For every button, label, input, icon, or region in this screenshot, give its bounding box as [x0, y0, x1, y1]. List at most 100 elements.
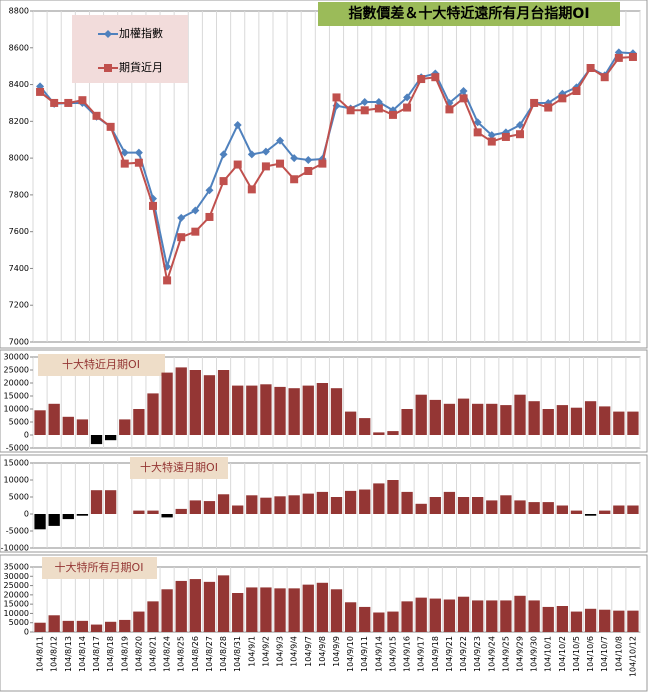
marker [191, 227, 200, 236]
marker [346, 106, 355, 115]
bar [48, 615, 60, 632]
x-tick-label: 104/9/4 [290, 636, 299, 667]
bar [570, 407, 583, 435]
marker [614, 53, 623, 62]
bar [599, 510, 611, 514]
bar [542, 606, 554, 632]
bar [599, 609, 611, 632]
bar [104, 435, 117, 441]
bar [34, 514, 46, 530]
bar [161, 589, 173, 632]
bar [246, 495, 258, 514]
y-tick-label: 20000 [4, 379, 29, 388]
marker [163, 276, 172, 285]
bar [584, 401, 597, 435]
bar [316, 582, 329, 632]
bar [161, 514, 173, 518]
marker [177, 233, 186, 242]
bar [302, 584, 314, 632]
marker [134, 158, 143, 167]
y-tick-label: 8600 [9, 43, 29, 52]
bar [387, 480, 399, 514]
x-tick-label: 104/9/10 [346, 636, 355, 672]
bar [90, 624, 103, 632]
marker [120, 159, 129, 168]
bar [429, 399, 441, 435]
y-tick-label: 15000 [4, 392, 29, 401]
bar [415, 597, 427, 632]
bar [260, 587, 272, 632]
x-tick-label: 104/8/13 [64, 636, 73, 672]
x-tick-label: 104/8/12 [50, 636, 59, 672]
x-tick-label: 104/9/8 [318, 636, 327, 667]
bar [514, 595, 526, 632]
title-box [318, 2, 620, 26]
bar [387, 431, 399, 435]
bar [486, 500, 498, 514]
y-tick-label: 0 [24, 510, 29, 519]
marker [403, 93, 412, 102]
bar [472, 600, 484, 632]
x-tick-label: 104/9/17 [417, 636, 426, 672]
bar [104, 621, 117, 632]
marker [191, 206, 200, 215]
bar [528, 502, 540, 514]
marker [78, 96, 87, 105]
marker [64, 98, 73, 107]
y-tick-label: -5000 [6, 444, 29, 453]
x-tick-label: 104/8/17 [92, 636, 101, 672]
legend-label: 加權指數 [119, 26, 163, 40]
y-tick-label: 7600 [9, 227, 29, 236]
x-tick-label: 104/10/8 [614, 636, 623, 672]
y-tick-label: 10000 [4, 476, 29, 485]
x-tick-label: 104/10/5 [572, 636, 581, 672]
y-tick-label: 8000 [9, 154, 29, 163]
bar [528, 600, 540, 632]
marker [445, 105, 454, 114]
label-box [130, 457, 228, 479]
marker [276, 136, 285, 145]
bar [556, 405, 569, 435]
bar [316, 491, 329, 514]
legend-marker [104, 64, 112, 72]
bar [359, 489, 371, 514]
y-tick-label: 15000 [4, 459, 29, 468]
marker [177, 213, 186, 222]
marker [431, 73, 440, 82]
x-tick-label: 104/10/6 [586, 636, 595, 672]
bar [288, 588, 300, 632]
bar [514, 394, 526, 435]
bar [556, 505, 569, 514]
marker [134, 148, 143, 157]
panel-label: 十大特遠月期OI [140, 460, 218, 474]
marker [473, 118, 482, 127]
bar [147, 393, 159, 435]
bar [457, 497, 470, 514]
bar [161, 372, 173, 435]
x-tick-label: 104/8/28 [219, 636, 228, 672]
bar [246, 587, 258, 632]
y-tick-label: 25000 [4, 581, 29, 590]
x-tick-label: 104/9/1 [247, 636, 256, 667]
marker [516, 121, 525, 130]
bar [302, 493, 314, 514]
y-tick-label: 7400 [9, 264, 29, 273]
bar [76, 514, 89, 516]
bar [613, 610, 625, 632]
bar [175, 580, 187, 632]
marker [148, 201, 157, 210]
marker [516, 130, 525, 139]
x-tick-label: 104/9/7 [304, 636, 313, 667]
y-tick-label: 8400 [9, 80, 29, 89]
y-tick-label: 5000 [9, 418, 29, 427]
marker [403, 103, 412, 112]
marker [290, 154, 299, 163]
marker [459, 86, 468, 95]
x-tick-label: 104/8/27 [205, 636, 214, 672]
bar [217, 494, 230, 514]
y-tick-label: 15000 [4, 600, 29, 609]
bar [373, 612, 385, 632]
bar [76, 419, 89, 435]
y-tick-label: 8200 [9, 117, 29, 126]
